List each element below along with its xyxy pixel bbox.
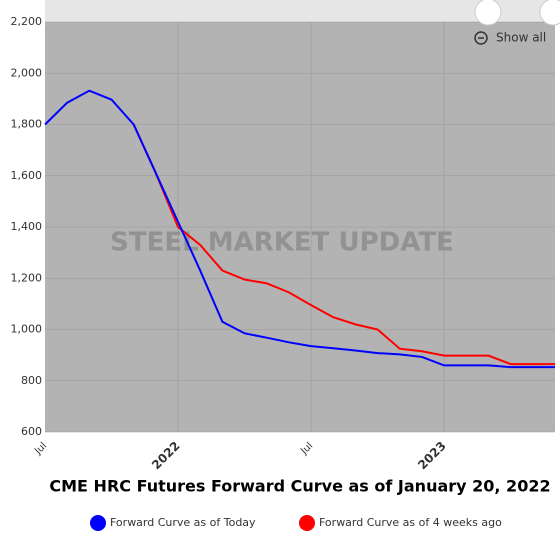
legend-marker: [299, 515, 315, 531]
y-tick-label: 1,600: [11, 169, 43, 182]
x-tick-label: 2022: [149, 439, 183, 473]
legend-label: Forward Curve as of Today: [110, 516, 256, 529]
legend-label: Forward Curve as of 4 weeks ago: [319, 516, 502, 529]
zoom-icon: [474, 31, 488, 45]
chart-title: CME HRC Futures Forward Curve as of Janu…: [49, 477, 550, 496]
series-line: [44, 89, 555, 369]
x-tick-label: 2023: [415, 439, 449, 473]
legend: Forward Curve as of Today Forward Curve a…: [90, 515, 502, 531]
y-tick-label: 2,000: [11, 66, 43, 79]
y-tick-label: 600: [21, 425, 42, 438]
zoom-handle[interactable]: [474, 0, 502, 26]
y-tick-label: 1,800: [11, 118, 43, 131]
y-tick-label: 1,200: [11, 271, 43, 284]
y-tick-label: 1,400: [11, 220, 43, 233]
legend-marker: [90, 515, 106, 531]
show-all-button[interactable]: Show all: [474, 31, 546, 45]
zoom-handle[interactable]: [539, 0, 560, 26]
top-strip: [45, 0, 560, 22]
x-tick-label: Jul: [298, 440, 315, 457]
watermark: STEEL MARKET UPDATE: [110, 228, 454, 258]
x-tick-label: Jul: [32, 440, 49, 457]
y-tick-label: 1,000: [11, 323, 43, 336]
y-tick-label: 800: [21, 374, 42, 387]
y-tick-label: 2,200: [11, 15, 43, 28]
series-line: [132, 124, 555, 366]
show-all-label: Show all: [496, 31, 546, 45]
